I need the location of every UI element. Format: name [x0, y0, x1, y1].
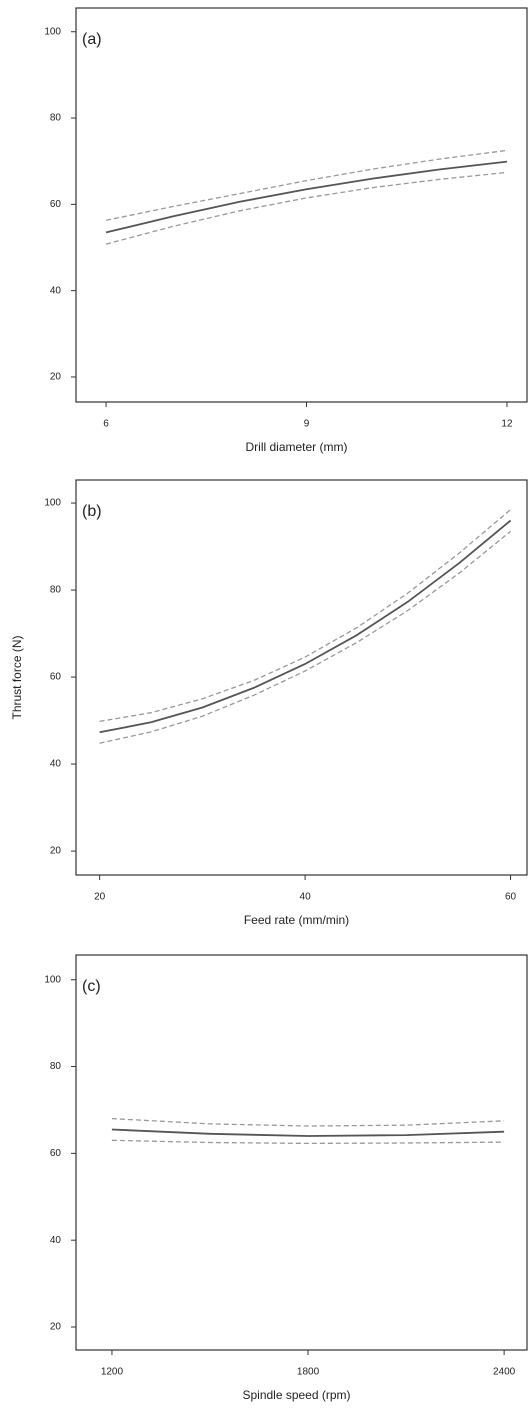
y-tick-label: 60 — [50, 1148, 62, 1159]
x-tick-label: 9 — [304, 419, 310, 430]
series-line — [99, 509, 512, 723]
series-line — [99, 530, 512, 744]
series-line — [111, 1128, 505, 1137]
y-tick-label: 20 — [50, 1322, 62, 1333]
series-line — [105, 171, 508, 245]
x-tick-label: 60 — [505, 892, 517, 903]
plot-frame — [75, 7, 528, 403]
x-axis-label: Drill diameter (mm) — [246, 440, 348, 454]
x-axis-label: Spindle speed (rpm) — [242, 1388, 350, 1402]
y-tick-label: 80 — [50, 113, 62, 124]
series-line — [111, 1117, 505, 1127]
series-line — [105, 160, 508, 234]
x-tick-label: 1800 — [297, 1367, 320, 1378]
y-axis-label: Thrust force (N) — [10, 635, 24, 719]
x-tick-label: 1200 — [101, 1367, 124, 1378]
x-tick-label: 40 — [300, 892, 312, 903]
panel-label: (a) — [82, 31, 102, 48]
y-tick-label: 60 — [50, 672, 62, 683]
y-tick-label: 40 — [50, 285, 62, 296]
y-tick-label: 100 — [44, 498, 61, 509]
x-tick-label: 2400 — [493, 1367, 516, 1378]
x-tick-label: 12 — [501, 419, 513, 430]
y-tick-label: 60 — [50, 199, 62, 210]
y-tick-label: 80 — [50, 1061, 62, 1072]
series-line — [105, 149, 508, 221]
y-tick-label: 20 — [50, 372, 62, 383]
y-tick-label: 20 — [50, 846, 62, 857]
y-tick-label: 100 — [44, 974, 61, 985]
y-tick-label: 80 — [50, 585, 62, 596]
plot-frame — [75, 479, 528, 876]
y-tick-label: 40 — [50, 1235, 62, 1246]
y-tick-label: 100 — [44, 26, 61, 37]
panel-label: (b) — [82, 503, 102, 520]
y-tick-label: 40 — [50, 759, 62, 770]
x-axis-label: Feed rate (mm/min) — [244, 913, 349, 927]
series-line — [99, 519, 512, 734]
x-tick-label: 6 — [103, 419, 109, 430]
panel-label: (c) — [82, 978, 101, 995]
plot-frame — [75, 954, 528, 1351]
x-tick-label: 20 — [94, 892, 106, 903]
series-line — [111, 1139, 505, 1145]
